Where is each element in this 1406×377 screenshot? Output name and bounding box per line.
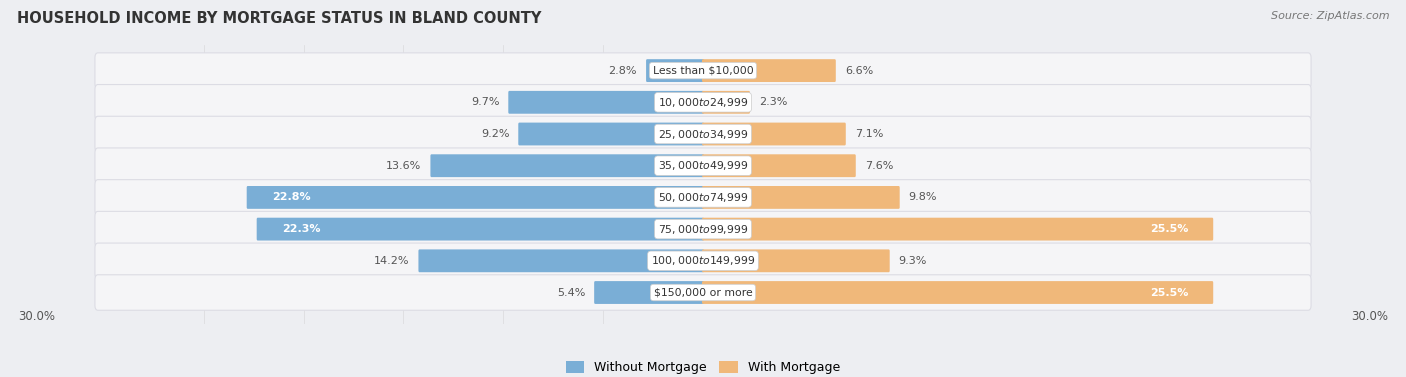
- FancyBboxPatch shape: [257, 218, 704, 241]
- FancyBboxPatch shape: [702, 186, 900, 209]
- FancyBboxPatch shape: [96, 148, 1310, 184]
- FancyBboxPatch shape: [702, 123, 846, 146]
- FancyBboxPatch shape: [96, 116, 1310, 152]
- Legend: Without Mortgage, With Mortgage: Without Mortgage, With Mortgage: [561, 356, 845, 377]
- FancyBboxPatch shape: [702, 154, 856, 177]
- Text: 7.6%: 7.6%: [865, 161, 893, 171]
- Text: 25.5%: 25.5%: [1150, 224, 1188, 234]
- Text: 9.3%: 9.3%: [898, 256, 927, 266]
- FancyBboxPatch shape: [509, 91, 704, 114]
- Text: $100,000 to $149,999: $100,000 to $149,999: [651, 254, 755, 267]
- FancyBboxPatch shape: [419, 250, 704, 272]
- Text: HOUSEHOLD INCOME BY MORTGAGE STATUS IN BLAND COUNTY: HOUSEHOLD INCOME BY MORTGAGE STATUS IN B…: [17, 11, 541, 26]
- Text: 9.8%: 9.8%: [908, 192, 938, 202]
- FancyBboxPatch shape: [96, 180, 1310, 215]
- Text: Source: ZipAtlas.com: Source: ZipAtlas.com: [1271, 11, 1389, 21]
- Text: 9.2%: 9.2%: [481, 129, 509, 139]
- Text: 9.7%: 9.7%: [471, 97, 499, 107]
- Text: $50,000 to $74,999: $50,000 to $74,999: [658, 191, 748, 204]
- FancyBboxPatch shape: [702, 250, 890, 272]
- Text: 7.1%: 7.1%: [855, 129, 883, 139]
- Text: 30.0%: 30.0%: [18, 310, 55, 323]
- Text: $150,000 or more: $150,000 or more: [654, 288, 752, 297]
- Text: 30.0%: 30.0%: [1351, 310, 1388, 323]
- FancyBboxPatch shape: [702, 59, 835, 82]
- FancyBboxPatch shape: [702, 218, 1213, 241]
- Text: $75,000 to $99,999: $75,000 to $99,999: [658, 222, 748, 236]
- Text: $35,000 to $49,999: $35,000 to $49,999: [658, 159, 748, 172]
- FancyBboxPatch shape: [96, 53, 1310, 88]
- Text: 13.6%: 13.6%: [387, 161, 422, 171]
- FancyBboxPatch shape: [702, 91, 749, 114]
- FancyBboxPatch shape: [595, 281, 704, 304]
- Text: 2.8%: 2.8%: [609, 66, 637, 76]
- Text: 22.8%: 22.8%: [271, 192, 311, 202]
- Text: 2.3%: 2.3%: [759, 97, 787, 107]
- Text: 6.6%: 6.6%: [845, 66, 873, 76]
- Text: 22.3%: 22.3%: [281, 224, 321, 234]
- FancyBboxPatch shape: [96, 84, 1310, 120]
- FancyBboxPatch shape: [519, 123, 704, 146]
- FancyBboxPatch shape: [430, 154, 704, 177]
- Text: 5.4%: 5.4%: [557, 288, 585, 297]
- FancyBboxPatch shape: [96, 275, 1310, 310]
- FancyBboxPatch shape: [96, 243, 1310, 279]
- Text: 25.5%: 25.5%: [1150, 288, 1188, 297]
- Text: 14.2%: 14.2%: [374, 256, 409, 266]
- Text: $25,000 to $34,999: $25,000 to $34,999: [658, 127, 748, 141]
- Text: Less than $10,000: Less than $10,000: [652, 66, 754, 76]
- FancyBboxPatch shape: [246, 186, 704, 209]
- Text: $10,000 to $24,999: $10,000 to $24,999: [658, 96, 748, 109]
- FancyBboxPatch shape: [647, 59, 704, 82]
- FancyBboxPatch shape: [702, 281, 1213, 304]
- FancyBboxPatch shape: [96, 211, 1310, 247]
